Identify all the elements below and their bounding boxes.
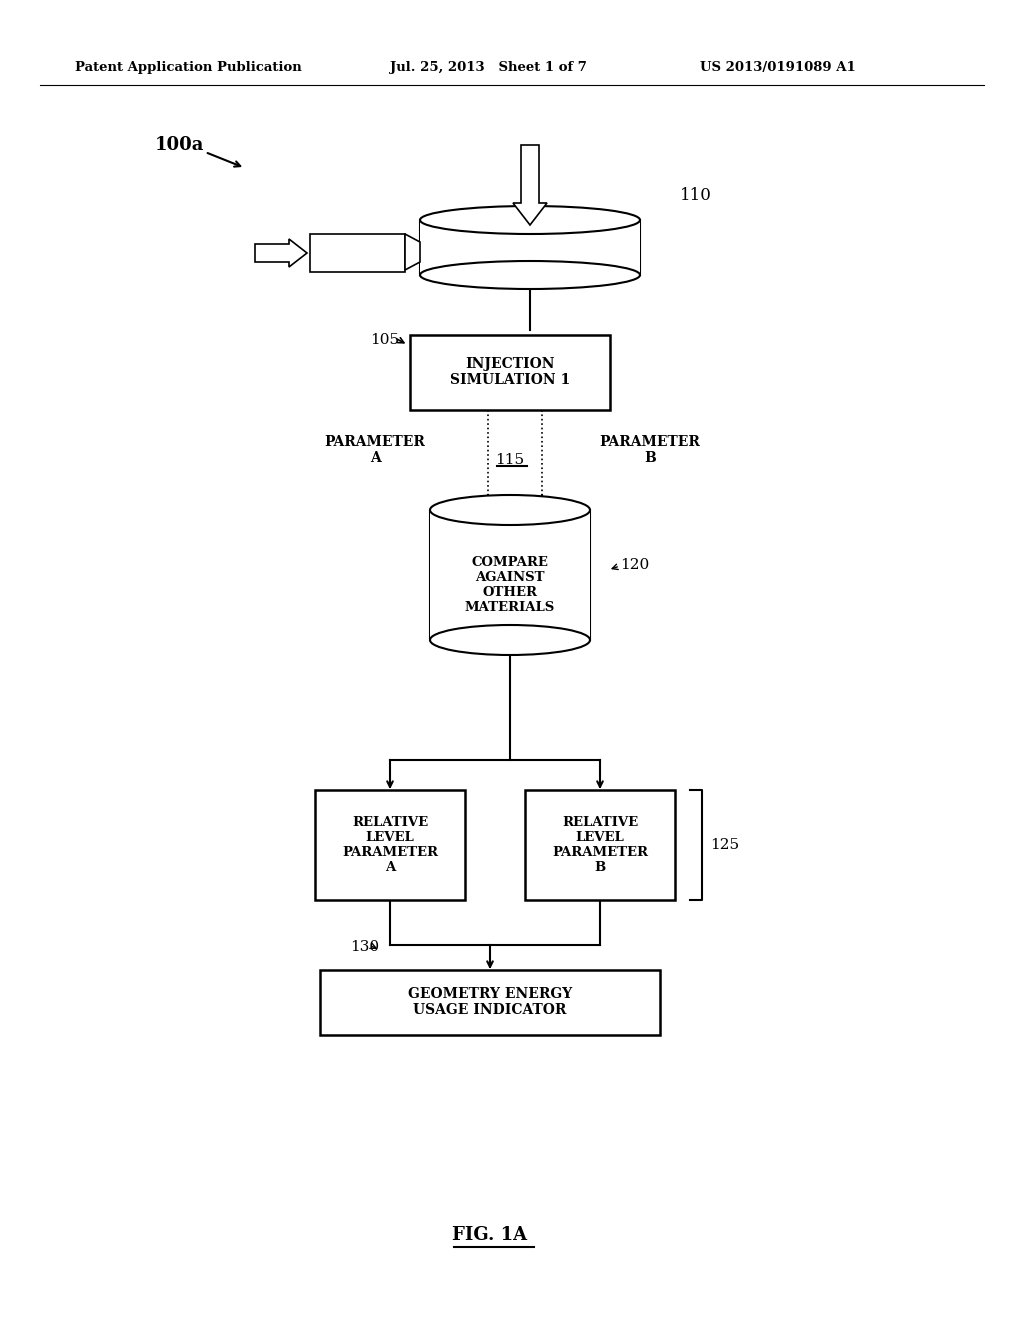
Text: RELATIVE
LEVEL
PARAMETER
B: RELATIVE LEVEL PARAMETER B — [552, 816, 648, 874]
Bar — [420, 220, 640, 275]
Text: 130: 130 — [350, 940, 379, 954]
FancyBboxPatch shape — [410, 335, 610, 411]
Text: 100a: 100a — [155, 136, 205, 154]
Ellipse shape — [420, 261, 640, 289]
FancyBboxPatch shape — [315, 789, 465, 900]
Text: 120: 120 — [620, 558, 649, 572]
Text: US 2013/0191089 A1: US 2013/0191089 A1 — [700, 62, 856, 74]
Text: FIG. 1A: FIG. 1A — [453, 1226, 527, 1243]
Ellipse shape — [430, 624, 590, 655]
Polygon shape — [406, 234, 420, 271]
Text: COMPARE
AGAINST
OTHER
MATERIALS: COMPARE AGAINST OTHER MATERIALS — [465, 556, 555, 614]
Text: 110: 110 — [680, 186, 712, 203]
FancyArrow shape — [513, 145, 547, 224]
FancyBboxPatch shape — [310, 234, 406, 272]
Ellipse shape — [430, 495, 590, 525]
Text: Jul. 25, 2013   Sheet 1 of 7: Jul. 25, 2013 Sheet 1 of 7 — [390, 62, 587, 74]
Text: 105: 105 — [370, 333, 399, 347]
FancyBboxPatch shape — [319, 970, 660, 1035]
Text: PARAMETER
A: PARAMETER A — [325, 434, 425, 465]
Bar — [430, 510, 590, 640]
Text: Patent Application Publication: Patent Application Publication — [75, 62, 302, 74]
Ellipse shape — [420, 206, 640, 234]
Text: 125: 125 — [710, 838, 739, 851]
Text: PARAMETER
B: PARAMETER B — [600, 434, 700, 465]
Text: RELATIVE
LEVEL
PARAMETER
A: RELATIVE LEVEL PARAMETER A — [342, 816, 438, 874]
Text: INJECTION
SIMULATION 1: INJECTION SIMULATION 1 — [450, 356, 570, 387]
FancyBboxPatch shape — [525, 789, 675, 900]
Text: GEOMETRY ENERGY
USAGE INDICATOR: GEOMETRY ENERGY USAGE INDICATOR — [408, 987, 572, 1018]
FancyArrow shape — [255, 239, 307, 267]
Text: 115: 115 — [496, 453, 524, 467]
